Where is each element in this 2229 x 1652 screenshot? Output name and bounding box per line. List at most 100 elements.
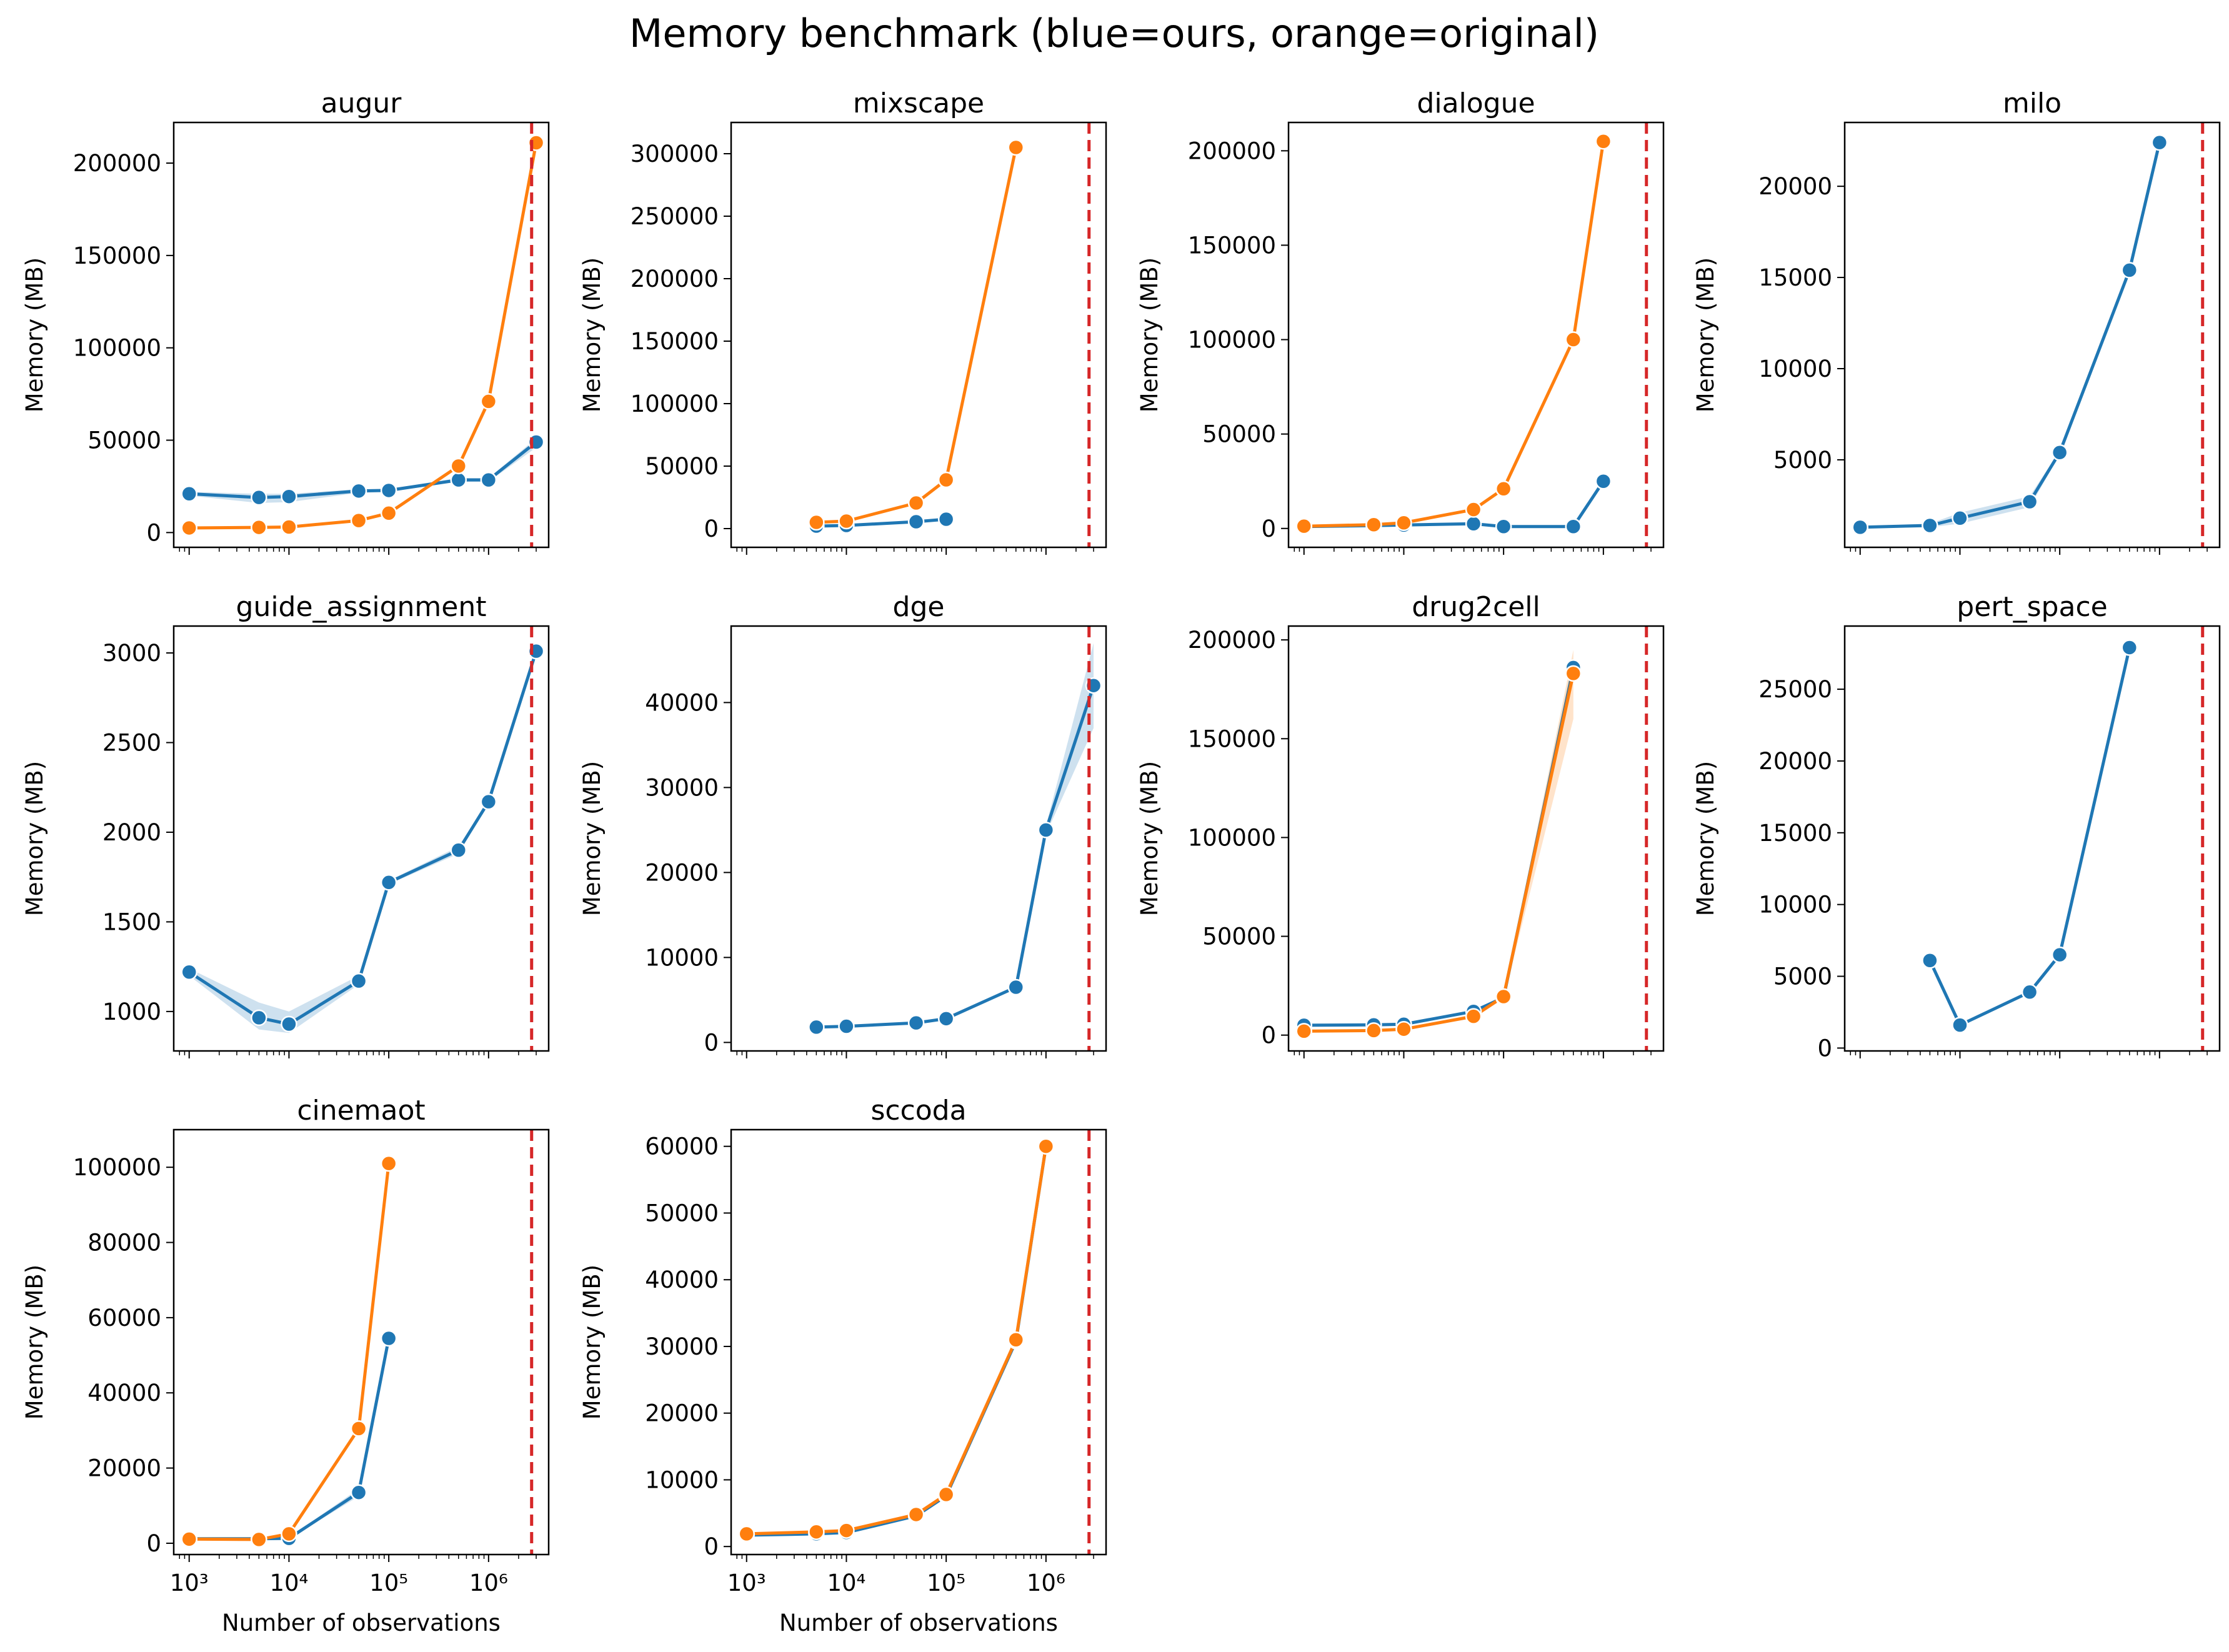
- series-ours-point: [937, 510, 955, 528]
- axes-frame: [172, 1128, 550, 1556]
- x-tick-label: 10³: [727, 1570, 766, 1596]
- series-ours-point: [181, 963, 197, 981]
- x-axis-label: Number of observations: [779, 1610, 1058, 1636]
- panel-dge: dge 0 10000 20000 30000 40000 Memory (MB): [579, 591, 1107, 1058]
- series-ours-point: [907, 1014, 925, 1032]
- y-tick-label: 50000: [1202, 421, 1276, 448]
- series-ours-point: [281, 488, 297, 505]
- series-ours-point: [2051, 444, 2068, 461]
- series-ours-point: [450, 842, 467, 858]
- panel-title: mixscape: [853, 87, 984, 119]
- series-ours-point: [380, 1330, 397, 1347]
- series-ours-point: [1952, 1017, 1968, 1033]
- y-tick-label: 0: [704, 515, 719, 542]
- x-tick-label: 10⁴: [827, 1570, 865, 1596]
- y-tick-label: 300000: [631, 141, 719, 167]
- series-ours-point: [2121, 262, 2138, 279]
- x-axis-label: Number of observations: [222, 1610, 501, 1636]
- series-ours-point: [251, 489, 267, 506]
- y-tick-label: 50000: [1202, 923, 1276, 950]
- series-ours-point: [350, 972, 367, 990]
- panel-title: guide_assignment: [236, 591, 487, 623]
- series-ours-point: [1922, 952, 1938, 969]
- y-tick-label: 15000: [1758, 820, 1832, 847]
- y-tick-label: 2500: [102, 729, 161, 756]
- panel-mixscape: mixscape 0 50000 100000 150000 200000 250000 30…: [579, 87, 1107, 555]
- series-ours-point: [251, 1009, 267, 1027]
- series-original-point: [1007, 139, 1025, 156]
- y-tick-label: 30000: [645, 1333, 719, 1360]
- series-ours-line: [1928, 647, 2132, 1027]
- y-tick-label: 200000: [1188, 137, 1276, 164]
- figure-title: Memory benchmark (blue=ours, orange=orig…: [629, 11, 1599, 56]
- series-original-band: [1304, 650, 1573, 1032]
- series-original-point: [838, 1522, 855, 1539]
- series-original-point: [1495, 988, 1512, 1005]
- y-tick-label: 100000: [73, 335, 161, 362]
- panel-title: augur: [321, 87, 402, 119]
- y-tick-label: 5000: [1773, 963, 1832, 990]
- plot-area: [181, 134, 545, 537]
- series-ours-point: [838, 1018, 855, 1035]
- plot-area: [181, 1155, 397, 1548]
- series-ours-point: [2051, 946, 2068, 963]
- y-tick-label: 200000: [73, 150, 161, 177]
- y-tick-label: 50000: [645, 1200, 719, 1227]
- x-tick-label: 10⁶: [469, 1570, 508, 1596]
- y-tick-label: 60000: [87, 1305, 161, 1331]
- panel-title: cinemaot: [297, 1095, 425, 1127]
- series-ours-line: [1860, 142, 2162, 529]
- axes-frame: [172, 121, 550, 549]
- y-axis-label: Memory (MB): [1692, 761, 1719, 916]
- y-axis-label: Memory (MB): [21, 761, 48, 916]
- series-ours-point: [1952, 510, 1968, 527]
- series-original-point: [808, 514, 825, 531]
- axes-frame: [730, 121, 1107, 549]
- panel-title: dge: [893, 591, 945, 623]
- series-ours-point: [808, 1018, 825, 1036]
- series-ours-line: [816, 685, 1095, 1029]
- series-ours-point: [2151, 134, 2168, 151]
- series-original-point: [281, 519, 297, 535]
- series-original-point: [937, 471, 955, 489]
- y-tick-label: 15000: [1758, 264, 1832, 291]
- series-original-point: [181, 1531, 197, 1548]
- plot-area: [1295, 132, 1612, 535]
- series-original-point: [480, 393, 497, 410]
- series-original-point: [1465, 1008, 1482, 1025]
- y-tick-label: 0: [1261, 515, 1276, 542]
- y-axis-label: Memory (MB): [21, 1265, 48, 1420]
- series-original-point: [450, 457, 467, 475]
- y-tick-label: 40000: [645, 1266, 719, 1293]
- series-original-line: [1304, 141, 1605, 528]
- y-tick-label: 1000: [102, 998, 161, 1025]
- panel-sccoda: sccoda 0 10000 20000 30000 40000 50000 60000 10³…: [579, 1095, 1107, 1636]
- panel-drug2cell: drug2cell 0 50000 100000 150000 200000 Memory …: [1136, 591, 1665, 1058]
- panel-dialogue: dialogue 0 50000 100000 150000 200000 Memory (…: [1136, 87, 1665, 555]
- series-original-point: [1395, 1020, 1412, 1038]
- y-tick-label: 20000: [1758, 748, 1832, 775]
- series-original-line: [816, 147, 1018, 524]
- series-ours-line: [1304, 480, 1605, 529]
- series-original-point: [1395, 514, 1412, 531]
- series-ours-point: [350, 482, 367, 500]
- series-original-point: [1037, 1138, 1055, 1155]
- axes-frame: [172, 625, 550, 1052]
- series-ours-point: [1465, 515, 1482, 532]
- y-tick-label: 20000: [645, 1400, 719, 1427]
- series-ours-point: [1495, 518, 1512, 535]
- series-ours-point: [907, 513, 925, 530]
- series-ours-point: [1037, 822, 1055, 838]
- y-tick-label: 40000: [645, 689, 719, 716]
- panel-title: drug2cell: [1412, 591, 1540, 623]
- y-tick-label: 0: [1261, 1022, 1276, 1049]
- axes-frame: [730, 625, 1107, 1052]
- y-tick-label: 40000: [87, 1380, 161, 1406]
- series-original-point: [281, 1525, 297, 1543]
- series-original-point: [808, 1523, 825, 1540]
- series-ours-point: [480, 471, 497, 489]
- x-tick-label: 10⁴: [269, 1570, 308, 1596]
- axes-frame: [1843, 625, 2221, 1052]
- series-ours-point: [450, 471, 467, 489]
